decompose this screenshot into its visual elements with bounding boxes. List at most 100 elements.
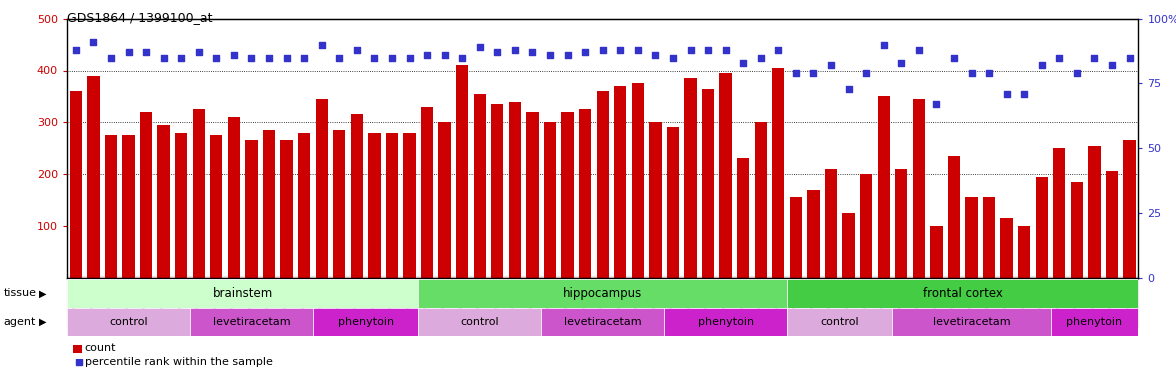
Bar: [983, 197, 995, 278]
Point: [610, 47, 629, 53]
Point: [453, 55, 472, 61]
Bar: [280, 140, 293, 278]
Bar: [684, 78, 696, 278]
Point: [663, 55, 682, 61]
Bar: [1050, 308, 1138, 336]
Bar: [579, 110, 592, 278]
Bar: [614, 86, 627, 278]
Text: phenytoin: phenytoin: [338, 316, 394, 327]
Point: [435, 52, 454, 58]
Point: [927, 101, 946, 107]
Point: [260, 55, 279, 61]
Point: [119, 50, 138, 55]
Bar: [140, 112, 152, 278]
Point: [594, 47, 613, 53]
Bar: [368, 133, 381, 278]
Bar: [403, 133, 415, 278]
Bar: [350, 114, 363, 278]
Point: [523, 50, 542, 55]
Bar: [1123, 140, 1136, 278]
Point: [101, 55, 120, 61]
Point: [804, 70, 823, 76]
Text: GDS1864 / 1399100_at: GDS1864 / 1399100_at: [67, 11, 213, 24]
Point: [944, 55, 963, 61]
Bar: [1001, 218, 1013, 278]
Point: [207, 55, 226, 61]
Bar: [824, 169, 837, 278]
Point: [1015, 91, 1034, 97]
Bar: [67, 279, 419, 308]
Point: [1085, 55, 1104, 61]
Point: [980, 70, 998, 76]
Point: [313, 42, 332, 48]
Bar: [158, 125, 169, 278]
Point: [488, 50, 507, 55]
Bar: [175, 133, 187, 278]
Bar: [246, 140, 258, 278]
Point: [751, 55, 770, 61]
Text: frontal cortex: frontal cortex: [923, 287, 1003, 300]
Point: [1050, 55, 1069, 61]
Bar: [315, 99, 328, 278]
Bar: [702, 88, 714, 278]
Bar: [1088, 146, 1101, 278]
Point: [769, 47, 788, 53]
Bar: [649, 122, 662, 278]
Point: [1068, 70, 1087, 76]
Point: [400, 55, 419, 61]
Point: [822, 62, 841, 68]
Bar: [419, 308, 541, 336]
Text: control: control: [461, 316, 499, 327]
Point: [716, 47, 735, 53]
Bar: [67, 308, 191, 336]
Text: phenytoin: phenytoin: [1067, 316, 1123, 327]
Point: [154, 55, 173, 61]
Bar: [667, 128, 679, 278]
Point: [576, 50, 595, 55]
Point: [681, 47, 700, 53]
Point: [857, 70, 876, 76]
Text: count: count: [85, 343, 116, 353]
Point: [295, 55, 314, 61]
Bar: [787, 279, 1138, 308]
Bar: [664, 308, 787, 336]
Bar: [561, 112, 574, 278]
Point: [840, 86, 858, 92]
Point: [559, 52, 577, 58]
Text: hippocampus: hippocampus: [563, 287, 642, 300]
Bar: [965, 197, 977, 278]
Point: [329, 55, 348, 61]
Bar: [632, 84, 644, 278]
Point: [787, 70, 806, 76]
Bar: [492, 104, 503, 278]
Point: [506, 47, 524, 53]
Point: [1103, 62, 1122, 68]
Bar: [1036, 177, 1048, 278]
Bar: [333, 130, 346, 278]
Bar: [720, 73, 731, 278]
Point: [541, 52, 560, 58]
Text: tissue: tissue: [4, 288, 36, 298]
Text: ▶: ▶: [39, 316, 46, 327]
Point: [347, 47, 366, 53]
Bar: [543, 122, 556, 278]
Point: [172, 55, 191, 61]
Point: [189, 50, 208, 55]
Bar: [474, 94, 486, 278]
Bar: [456, 65, 468, 278]
Point: [417, 52, 436, 58]
Bar: [787, 308, 893, 336]
Bar: [541, 308, 664, 336]
Bar: [69, 91, 82, 278]
Text: ▶: ▶: [39, 288, 46, 298]
Bar: [122, 135, 134, 278]
Bar: [298, 133, 310, 278]
Bar: [105, 135, 118, 278]
Point: [874, 42, 893, 48]
Bar: [755, 122, 767, 278]
Point: [997, 91, 1016, 97]
Bar: [842, 213, 855, 278]
Bar: [386, 133, 399, 278]
Bar: [877, 96, 890, 278]
Bar: [596, 91, 609, 278]
